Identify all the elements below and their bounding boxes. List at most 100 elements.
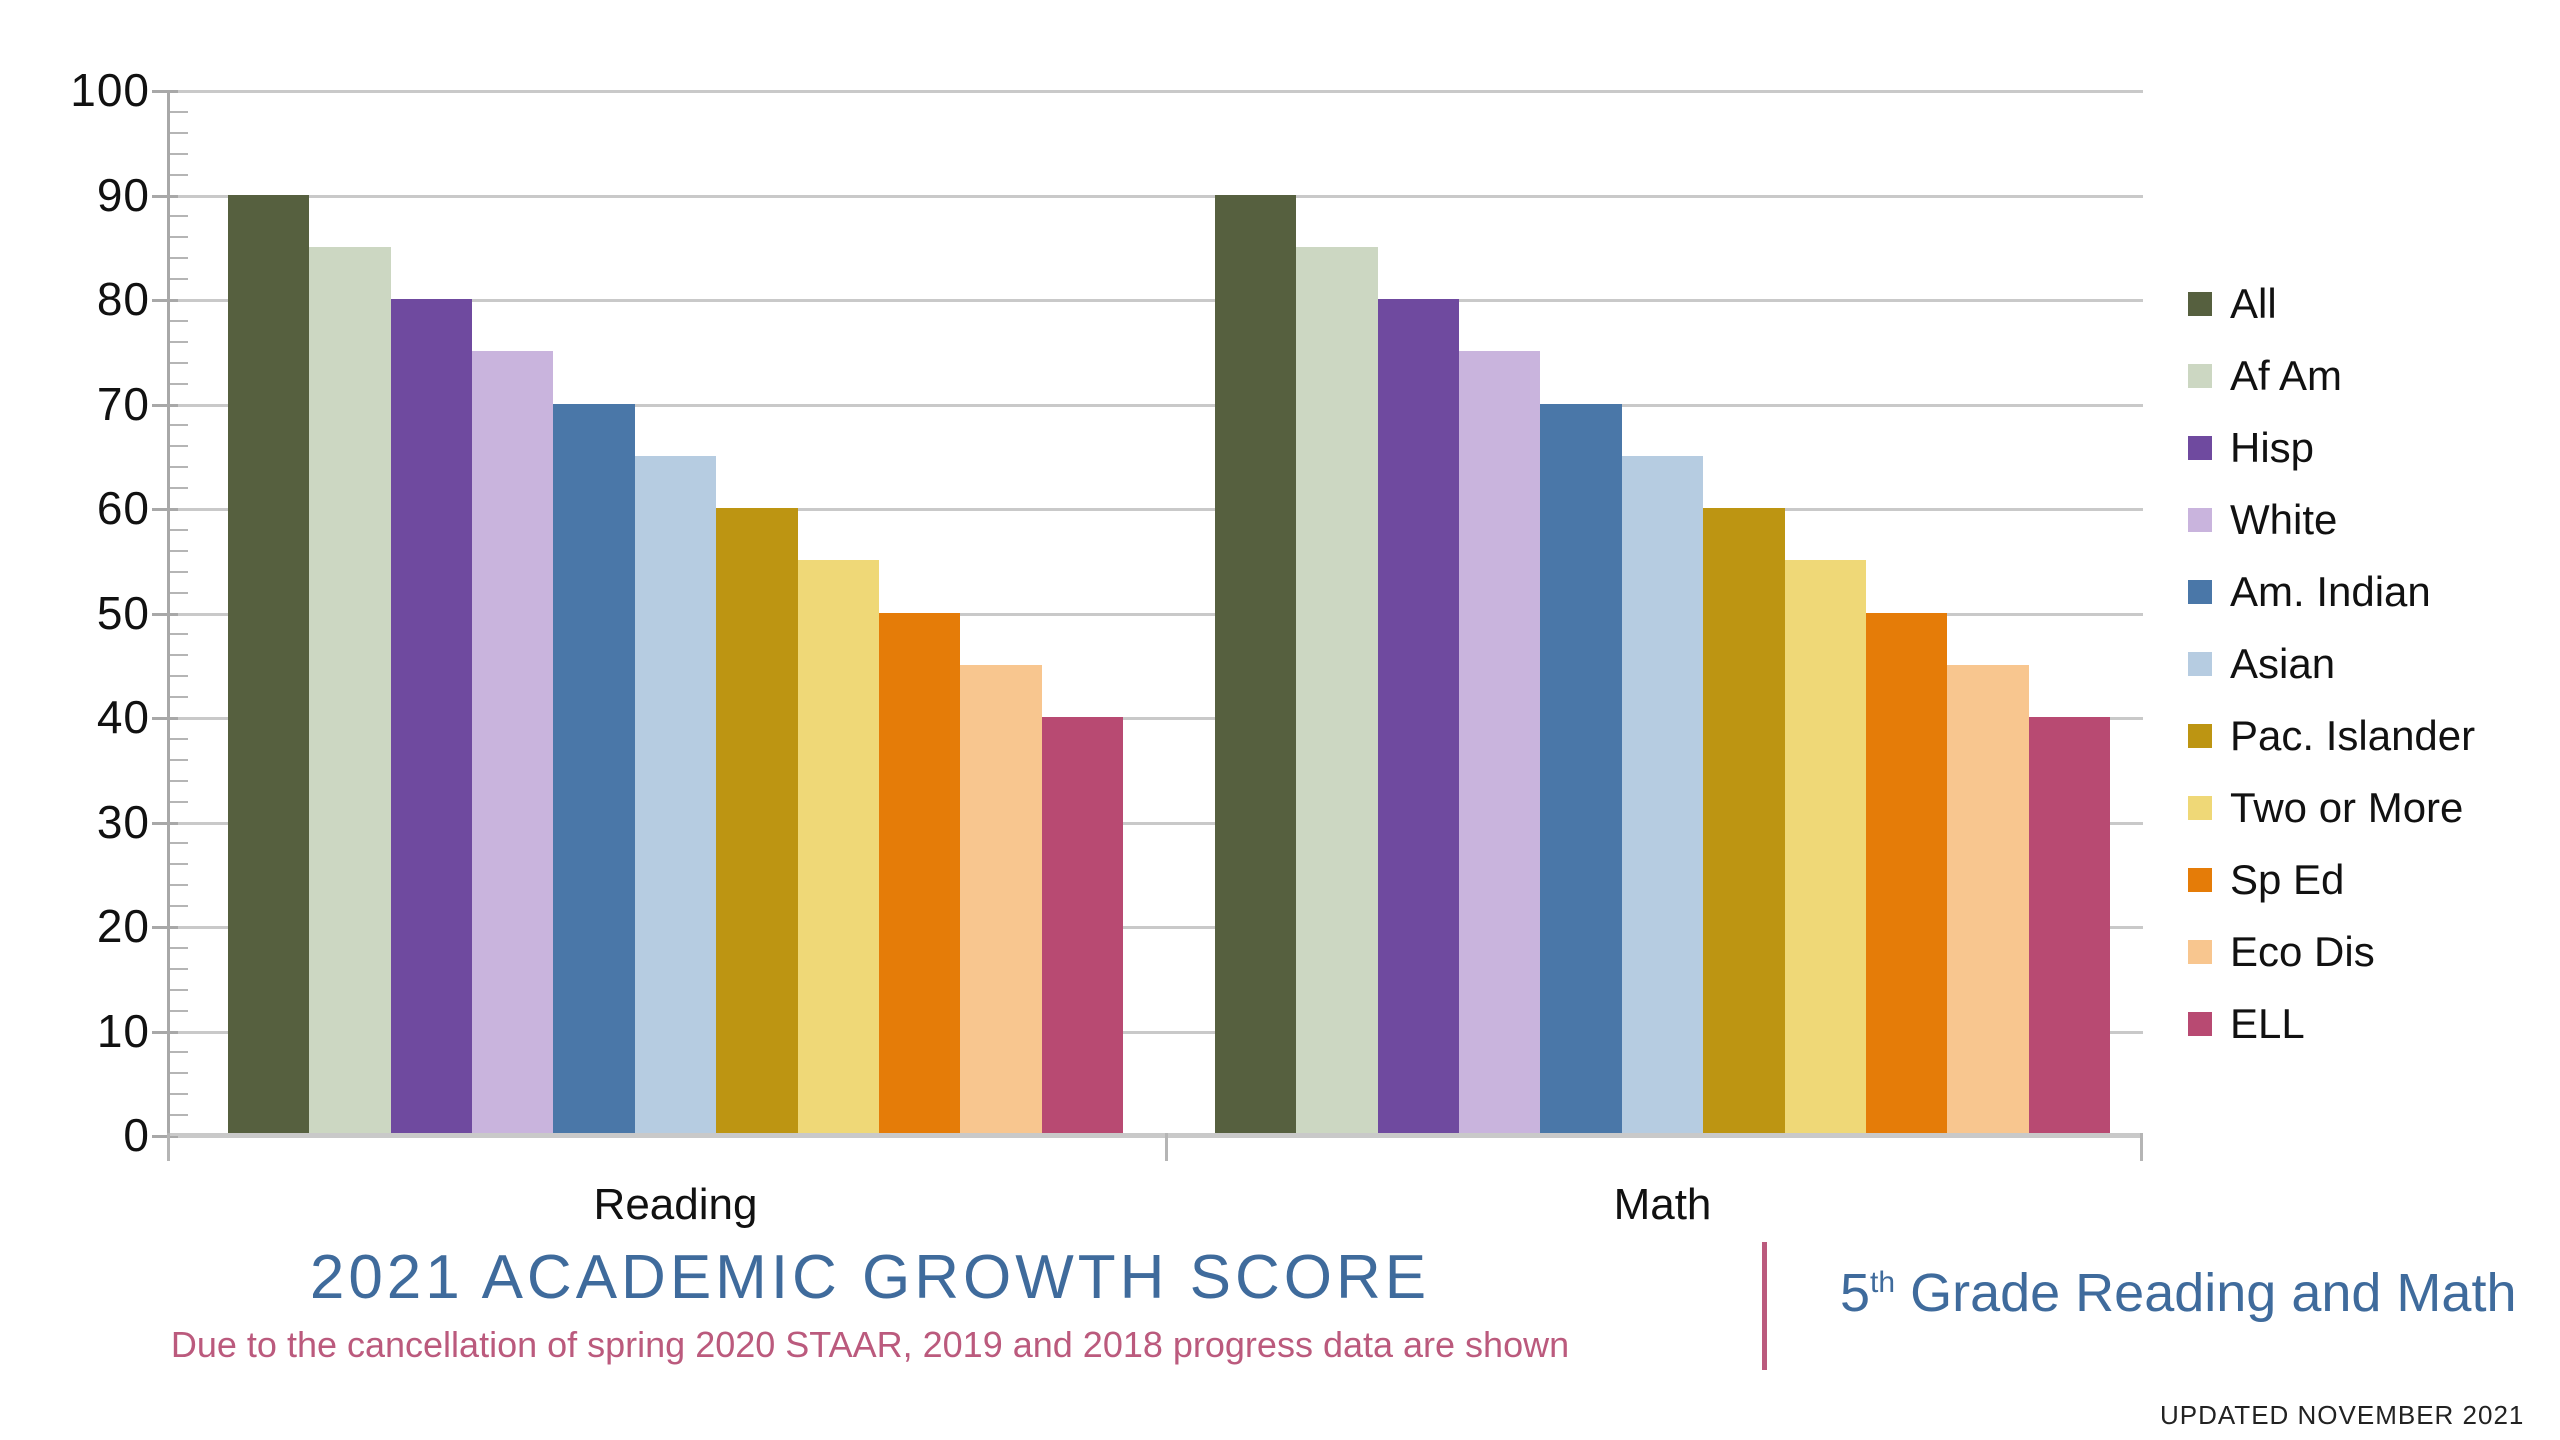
bar: [390, 299, 473, 1135]
legend-item[interactable]: Two or More: [2188, 772, 2548, 844]
bar: [1621, 455, 1704, 1135]
bar: [309, 246, 391, 1135]
legend-item[interactable]: Pac. Islander: [2188, 700, 2548, 772]
y-axis-major-tick: [152, 508, 178, 511]
x-axis-right-tick: [2140, 1133, 2143, 1161]
x-axis-category-label: Reading: [593, 1180, 758, 1229]
y-axis-minor-tick: [170, 173, 188, 176]
x-axis-category-label: Math: [1613, 1180, 1712, 1229]
chart-title: 2021 ACADEMIC GROWTH SCORE: [309, 1243, 1431, 1312]
y-axis-major-tick: [152, 926, 178, 929]
y-axis-minor-tick: [170, 340, 188, 343]
side-title-grade-number: 5: [1840, 1263, 1871, 1323]
y-axis-minor-tick: [170, 696, 188, 699]
y-axis-major-tick: [152, 194, 178, 198]
bar: [716, 508, 798, 1135]
footer: 2021 ACADEMIC GROWTH SCORE Due to the ca…: [0, 1232, 2560, 1440]
legend-item[interactable]: Sp Ed: [2188, 844, 2548, 916]
y-axis-minor-tick: [170, 737, 188, 740]
y-axis-minor-tick: [170, 487, 188, 490]
side-title-rest: Grade Reading and Math: [1895, 1263, 2517, 1323]
y-axis-tick-label: 0: [123, 1109, 150, 1161]
y-axis-major-tick: [152, 299, 178, 302]
legend-label: Eco Dis: [2230, 928, 2375, 975]
y-axis-minor-tick: [170, 466, 188, 469]
legend-swatch-icon: [2188, 364, 2212, 388]
y-axis-minor-tick: [170, 675, 188, 678]
bar: [797, 560, 879, 1135]
y-axis-minor-tick: [170, 1051, 188, 1054]
legend-swatch-icon: [2188, 796, 2212, 820]
legend-swatch-icon: [2188, 868, 2212, 892]
bar-chart: 100 90 80 70 60 50 40 30 20 10 0 Reading Math: [70, 64, 2143, 1229]
gridline: [167, 508, 2143, 511]
legend-item[interactable]: ELL: [2188, 988, 2548, 1060]
bar: [228, 194, 310, 1135]
y-axis-minor-tick: [170, 654, 188, 657]
y-axis-minor-tick: [170, 152, 188, 155]
legend-label: Pac. Islander: [2230, 712, 2476, 759]
y-axis-minor-tick: [170, 758, 188, 761]
legend-item[interactable]: Am. Indian: [2188, 556, 2548, 628]
legend-swatch-icon: [2188, 724, 2212, 748]
x-axis-line: [167, 1133, 2143, 1136]
bar: [1865, 612, 1948, 1135]
legend-item[interactable]: Hisp: [2188, 412, 2548, 484]
side-title-ordinal-suffix: th: [1870, 1266, 1896, 1299]
y-axis-minor-tick: [170, 570, 188, 573]
y-axis-minor-tick: [170, 549, 188, 552]
y-axis-tick-label: 10: [96, 1004, 150, 1057]
y-axis-minor-tick: [170, 946, 188, 949]
y-axis-minor-tick: [170, 215, 188, 218]
y-axis-minor-tick: [170, 905, 188, 908]
legend-item[interactable]: White: [2188, 484, 2548, 556]
y-axis-tick-label: 50: [96, 586, 150, 639]
legend-item[interactable]: Af Am: [2188, 340, 2548, 412]
y-axis-minor-tick: [170, 528, 188, 531]
y-axis-spine: [167, 90, 170, 1152]
y-axis-minor-tick: [170, 591, 188, 594]
bar-group: [1215, 90, 2110, 1135]
y-axis-minor-tick: [170, 967, 188, 970]
y-axis-minor-tick: [170, 110, 188, 113]
legend-swatch-icon: [2188, 436, 2212, 460]
bar: [1377, 299, 1460, 1135]
y-axis-major-tick: [152, 403, 178, 407]
legend-item[interactable]: All: [2188, 268, 2548, 340]
legend-label: ELL: [2230, 1000, 2305, 1047]
y-axis-tick-label: 90: [96, 168, 150, 221]
legend-label: Sp Ed: [2230, 856, 2345, 903]
legend-swatch-icon: [2188, 292, 2212, 316]
y-axis-minor-tick: [170, 1093, 188, 1096]
bar-group: [228, 90, 1123, 1135]
chart-side-title: 5th Grade Reading and Math: [1840, 1262, 2516, 1324]
legend-label: Am. Indian: [2230, 568, 2431, 615]
plot-area: [167, 90, 2143, 1138]
legend-label: Hisp: [2230, 424, 2315, 471]
legend-label: Af Am: [2230, 352, 2343, 399]
y-axis-minor-tick: [170, 131, 188, 134]
bar: [1296, 246, 1378, 1135]
y-axis-minor-tick: [170, 842, 188, 845]
y-axis-tick-label: 60: [96, 482, 150, 534]
chart-legend: All Af Am Hisp White Am. Indian Asian Pac. Isl…: [2188, 268, 2548, 1060]
y-axis-minor-tick: [170, 988, 188, 991]
bar: [2028, 717, 2110, 1135]
bar: [1215, 194, 1297, 1135]
legend-label: White: [2230, 496, 2338, 543]
title-divider: [1762, 1242, 1767, 1370]
legend-item[interactable]: Asian: [2188, 628, 2548, 700]
y-axis-major-tick: [152, 717, 178, 720]
legend-label: Two or More: [2230, 784, 2464, 831]
y-axis-minor-tick: [170, 633, 188, 636]
gridline: [167, 299, 2143, 302]
legend-swatch-icon: [2188, 940, 2212, 964]
y-axis-minor-tick: [170, 319, 188, 322]
y-axis-minor-tick: [170, 445, 188, 448]
y-axis-minor-tick: [170, 236, 188, 239]
y-axis-minor-tick: [170, 863, 188, 866]
legend-item[interactable]: Eco Dis: [2188, 916, 2548, 988]
bar: [472, 351, 554, 1135]
y-axis-major-tick: [152, 821, 178, 825]
y-axis-minor-tick: [170, 1114, 188, 1117]
